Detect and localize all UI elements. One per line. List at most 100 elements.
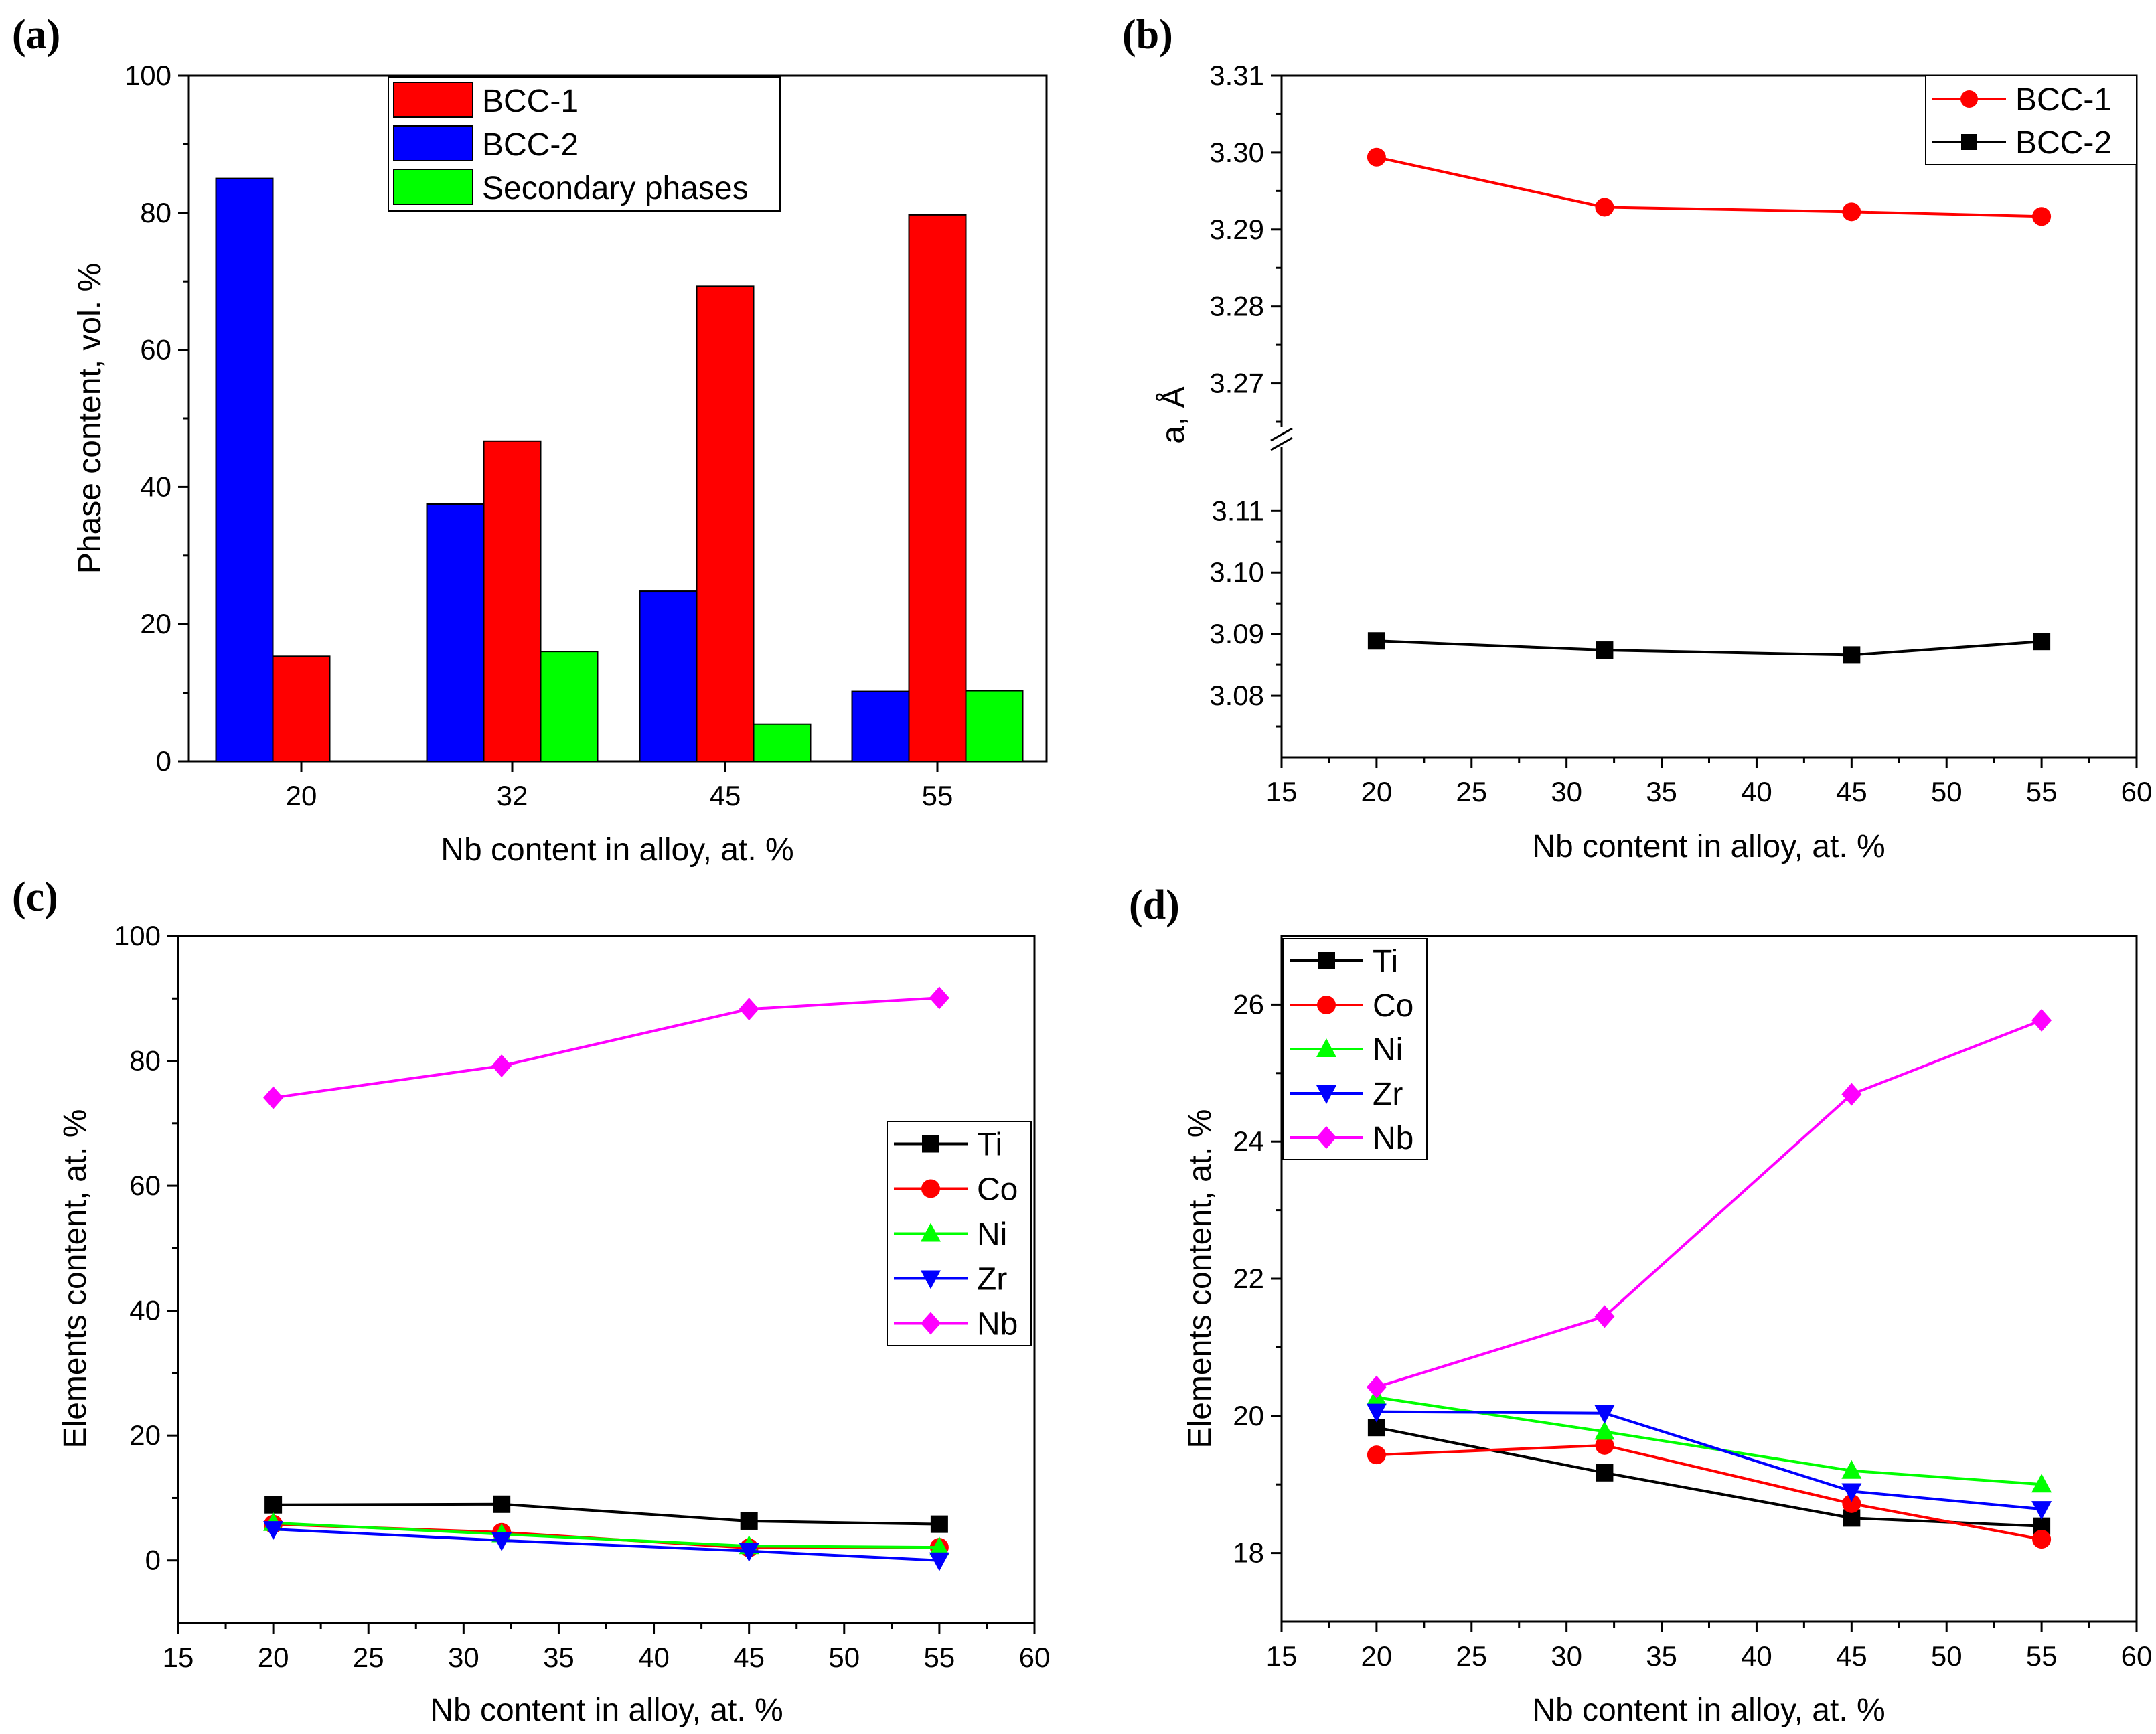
point-co-20 (1367, 1445, 1386, 1465)
panel-d-legend: Ti Co Ni Zr Nb (1282, 938, 1428, 1160)
legend-label-nb: Nb (977, 1307, 1018, 1342)
panel-d-xtick-label: 50 (1931, 1640, 1962, 1672)
point-co-55 (2032, 1530, 2052, 1549)
point-ni-45 (1841, 1460, 1862, 1479)
bar-bcc-2-20 (215, 177, 274, 763)
point-ni-55 (2031, 1474, 2052, 1493)
panel-a-legend: BCC-1 BCC-2 Secondary phases (388, 76, 781, 212)
point-zr-55 (2031, 1501, 2052, 1520)
point-bcc-2-32 (1596, 641, 1614, 659)
panel-c-xtick-label: 45 (733, 1642, 765, 1673)
point-ti-45 (740, 1512, 758, 1530)
bar-secondary-phases-45 (753, 723, 812, 762)
bar-bcc-1-55 (908, 214, 967, 762)
panel-d-label: (d) (1129, 882, 1180, 928)
panel-b-ytick-label: 3.27 (1209, 368, 1264, 399)
panel-d-xtick-label: 20 (1361, 1640, 1393, 1672)
panel-a-xtick-label: 55 (922, 780, 953, 811)
panel-b-ytick-label: 3.08 (1209, 680, 1264, 711)
legend-marker-nb (921, 1312, 941, 1335)
point-zr-55 (929, 1552, 949, 1571)
point-nb-20 (1366, 1375, 1387, 1399)
panel-d-ytick-label: 18 (1233, 1537, 1264, 1569)
legend-marker-ni (921, 1223, 941, 1242)
panel-b-ytick-label: 3.09 (1209, 618, 1264, 649)
panel-a-ytick-label: 0 (156, 745, 171, 777)
legend-label-b-bcc1: BCC-1 (2015, 82, 2112, 118)
panel-b-xtick-label: 30 (1551, 776, 1582, 807)
legend-marker-ti (1318, 952, 1335, 969)
legend-label-co: Co (977, 1172, 1018, 1208)
panel-d-ytick-label: 24 (1233, 1125, 1264, 1157)
bar-bcc-2-45 (639, 590, 698, 762)
panel-c-xtick-label: 15 (163, 1642, 194, 1673)
panel-b-ytick-label: 3.10 (1209, 556, 1264, 588)
series-line-zr (1376, 1410, 2042, 1511)
panel-a-x-axis-label: Nb content in alloy, at. % (441, 832, 793, 868)
legend-marker-nb (1316, 1126, 1336, 1149)
panel-d-ytick-label: 20 (1233, 1400, 1264, 1431)
panel-c-xtick-label: 55 (924, 1642, 955, 1673)
panel-a-ytick-label: 40 (140, 471, 171, 502)
point-bcc-1-55 (2032, 207, 2052, 226)
legend-label-zr: Zr (1373, 1077, 1403, 1112)
panel-c-xtick-label: 50 (828, 1642, 860, 1673)
panel-b-legend-box (1925, 75, 2137, 165)
panel-c-xtick-label: 30 (448, 1642, 479, 1673)
panel-d-x-axis-label: Nb content in alloy, at. % (1532, 1692, 1885, 1728)
legend-marker-bcc1 (1960, 90, 1978, 108)
legend-marker-ni (1316, 1038, 1336, 1057)
panel-c-xtick-label: 60 (1019, 1642, 1051, 1673)
point-co-45 (1842, 1494, 1861, 1513)
panel-a-xtick-label: 32 (497, 780, 528, 811)
panel-b-axis-break (1270, 427, 1293, 451)
legend-swatch-secondary (393, 169, 473, 205)
point-nb-20 (263, 1086, 284, 1109)
panel-c-ytick-label: 20 (129, 1419, 161, 1451)
series-line-nb (273, 996, 940, 1099)
panel-c-ytick-label: 80 (129, 1045, 161, 1077)
bar-bcc-2-55 (851, 690, 910, 762)
panel-b-plot-frame (1280, 74, 2138, 759)
point-bcc-2-45 (1843, 646, 1861, 664)
panel-d: (d) 18 20 22 24 26 15 20 25 30 35 40 45 50 55 60 Nb c… (1129, 882, 2152, 1728)
legend-marker-bcc2 (1961, 134, 1977, 150)
panel-d-xtick-label: 40 (1741, 1640, 1772, 1672)
point-bcc-1-45 (1842, 202, 1861, 222)
legend-label-zr: Zr (977, 1262, 1007, 1297)
legend-label-bcc1: BCC-1 (482, 84, 579, 119)
panel-a-xtick-label: 20 (286, 780, 317, 811)
legend-swatch-bcc2 (393, 125, 473, 161)
point-ti-32 (1596, 1464, 1614, 1482)
panel-b-xtick-label: 15 (1266, 776, 1298, 807)
panel-b-legend: BCC-1 BCC-2 (1925, 75, 2137, 165)
point-ti-20 (264, 1496, 283, 1514)
legend-marker-co (921, 1179, 940, 1198)
legend-label-secondary: Secondary phases (482, 171, 749, 206)
series-line-nb (1376, 1019, 2042, 1389)
bar-secondary-phases-32 (540, 651, 599, 762)
legend-label-ti: Ti (977, 1127, 1002, 1163)
point-zr-20 (1366, 1403, 1387, 1423)
bar-bcc-1-20 (272, 655, 331, 762)
panel-b-xtick-label: 25 (1456, 776, 1487, 807)
point-ni-32 (1594, 1421, 1615, 1440)
legend-label-ni: Ni (977, 1217, 1007, 1253)
panel-a-label: (a) (12, 12, 60, 58)
panel-d-xtick-label: 45 (1836, 1640, 1867, 1672)
panel-c: (c) 0 20 40 60 80 100 15 20 25 30 35 40 45 50 55 60 Nb… (12, 874, 1050, 1728)
series-line-zr (273, 1528, 939, 1562)
bar-bcc-1-45 (696, 285, 755, 763)
panel-b-xtick-label: 50 (1931, 776, 1962, 807)
panel-c-xtick-label: 35 (543, 1642, 574, 1673)
point-nb-45 (1841, 1083, 1862, 1106)
panel-a-xtick-label: 45 (710, 780, 741, 811)
panel-d-y-axis-label: Elements content, at. % (1182, 1109, 1218, 1449)
series-line-ni (273, 1521, 939, 1549)
point-zr-32 (491, 1532, 512, 1551)
panel-c-label: (c) (12, 874, 58, 920)
legend-label-ti: Ti (1373, 944, 1398, 979)
bar-bcc-2-32 (426, 503, 485, 762)
point-zr-20 (263, 1521, 284, 1541)
